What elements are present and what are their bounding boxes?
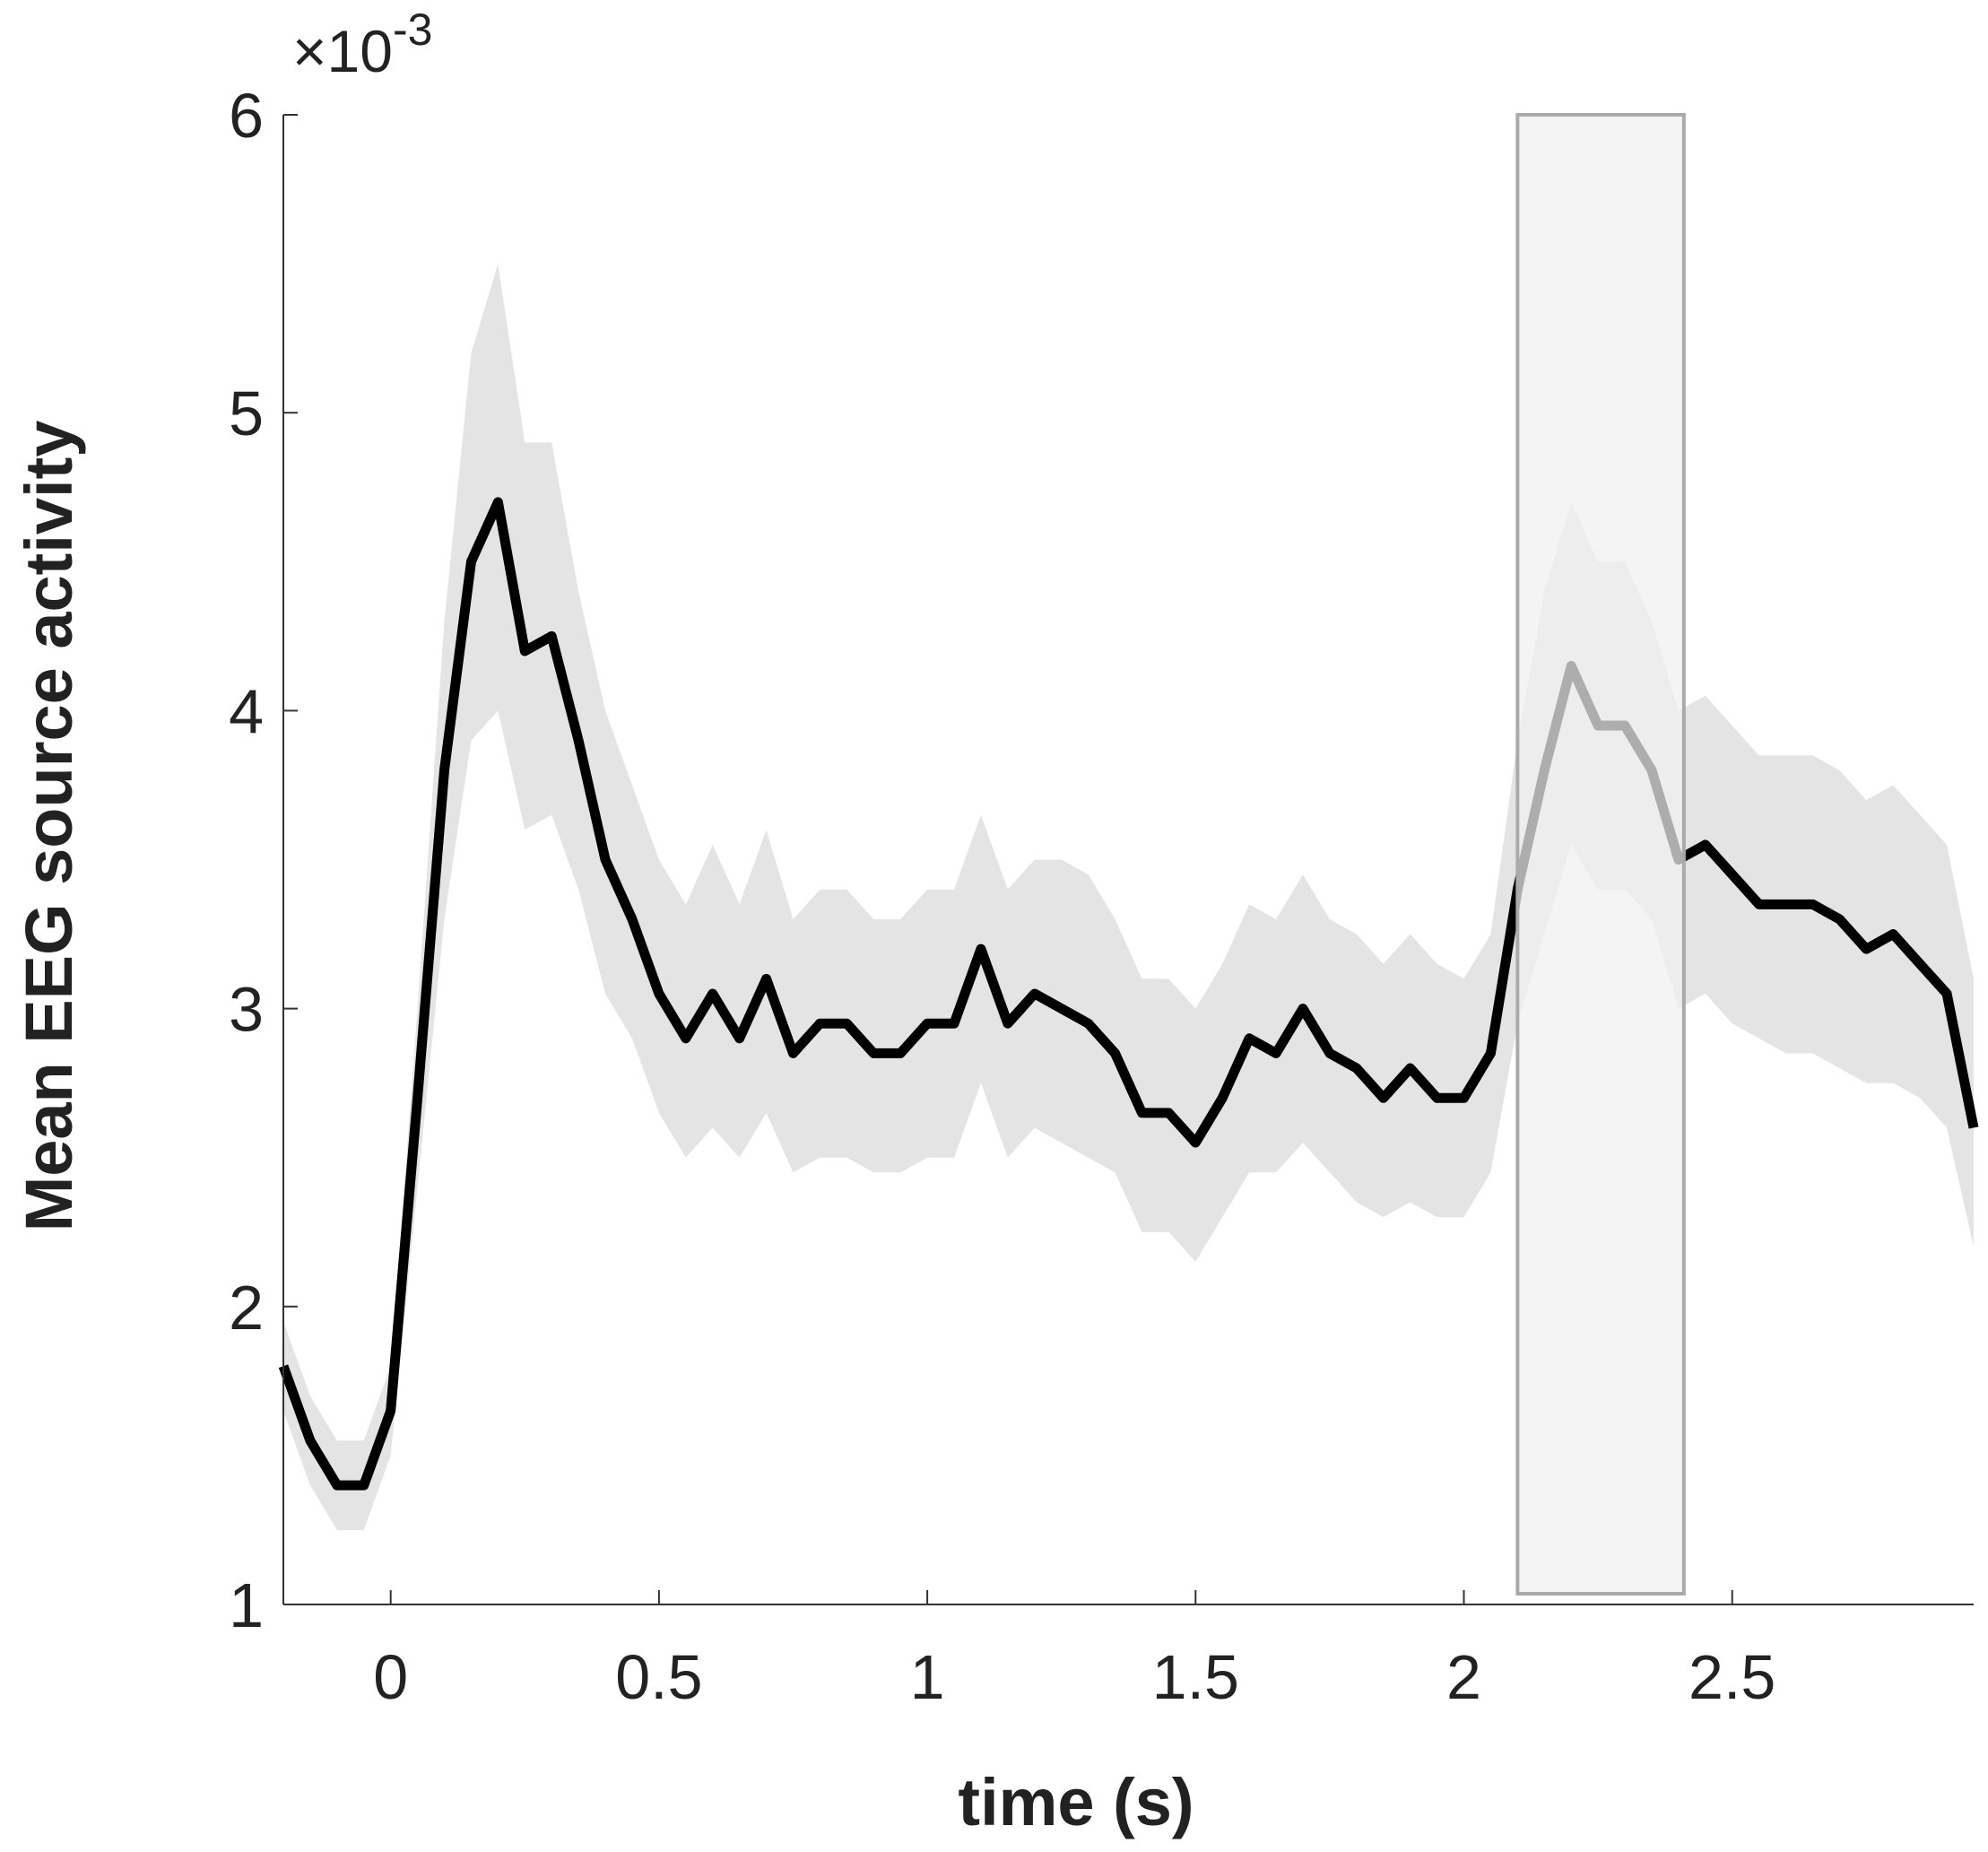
y-tick-label: 6 bbox=[229, 81, 264, 151]
x-tick-label: 2.5 bbox=[1688, 1642, 1775, 1712]
x-tick-label: 1.5 bbox=[1152, 1642, 1239, 1712]
x-tick-label: 0.5 bbox=[615, 1642, 702, 1712]
y-axis-title: Mean EEG source activity bbox=[12, 421, 86, 1232]
y-tick-label: 2 bbox=[229, 1273, 264, 1343]
y-tick-label: 4 bbox=[229, 676, 264, 746]
y-tick-label: 5 bbox=[229, 378, 264, 448]
y-multiplier-base: ×10 bbox=[292, 18, 393, 84]
x-tick-label: 2 bbox=[1446, 1642, 1481, 1712]
x-tick-label: 0 bbox=[373, 1642, 408, 1712]
y-multiplier: ×10-3 bbox=[292, 4, 432, 84]
highlight-window bbox=[1515, 113, 1686, 1596]
x-axis-title: time (s) bbox=[958, 1765, 1194, 1839]
y-tick-label: 1 bbox=[229, 1570, 264, 1640]
confidence-band bbox=[283, 264, 1974, 1530]
y-multiplier-exponent: -3 bbox=[393, 4, 432, 55]
x-tick-label: 1 bbox=[910, 1642, 945, 1712]
mean-line bbox=[278, 497, 1979, 1491]
y-tick-label: 3 bbox=[229, 975, 264, 1045]
